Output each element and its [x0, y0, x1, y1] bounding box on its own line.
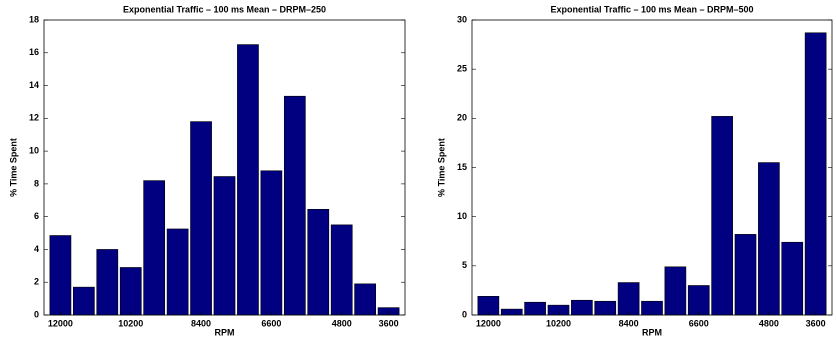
y-tick-label: 0: [462, 309, 467, 319]
chart-title: Exponential Traffic – 100 ms Mean – DRPM…: [550, 4, 753, 14]
bar: [687, 285, 710, 316]
x-tick-label: 4800: [332, 318, 352, 328]
bar: [781, 241, 804, 316]
y-tick-label: 8: [34, 178, 39, 188]
x-tick-label: 10200: [118, 318, 143, 328]
bar: [237, 44, 259, 316]
y-axis-label: % Time Spent: [436, 138, 446, 197]
bar: [758, 162, 780, 316]
chart-title: Exponential Traffic – 100 ms Mean – DRPM…: [123, 4, 326, 14]
bar: [166, 228, 189, 316]
x-tick-label: 8400: [191, 318, 211, 328]
bar: [119, 267, 142, 316]
y-tick-label: 5: [462, 260, 467, 270]
y-tick-label: 15: [457, 162, 467, 172]
bar: [190, 121, 212, 316]
bar: [96, 249, 119, 316]
bar: [143, 180, 166, 316]
bar: [213, 176, 236, 316]
bar: [571, 299, 593, 316]
y-tick-label: 12: [29, 113, 39, 123]
x-axis-label: RPM: [215, 327, 235, 337]
bar: [664, 266, 687, 316]
y-tick-label: 10: [457, 211, 467, 221]
y-tick-label: 14: [29, 80, 39, 90]
bar: [617, 282, 640, 316]
bar: [641, 300, 663, 316]
y-tick-label: 6: [34, 211, 39, 221]
y-tick-label: 10: [29, 145, 39, 155]
y-tick-label: 25: [457, 64, 467, 74]
bar: [734, 234, 757, 316]
y-axis-label: % Time Spent: [8, 138, 18, 197]
plot-frame: [43, 19, 406, 316]
y-tick-label: 16: [29, 47, 39, 57]
x-tick-label: 10200: [546, 318, 571, 328]
x-tick-label: 4800: [759, 318, 779, 328]
bar: [49, 235, 72, 316]
y-tick-label: 2: [34, 277, 39, 287]
bar: [283, 95, 306, 316]
bar: [524, 301, 546, 316]
bar: [330, 224, 353, 316]
x-tick-label: 3600: [806, 318, 826, 328]
x-tick-label: 8400: [619, 318, 639, 328]
bar: [500, 308, 523, 316]
x-tick-label: 12000: [48, 318, 73, 328]
bar: [594, 300, 617, 316]
y-tick-label: 18: [29, 14, 39, 24]
bar: [73, 286, 95, 316]
bar: [307, 208, 330, 316]
x-tick-label: 6600: [261, 318, 281, 328]
y-tick-label: 30: [457, 14, 467, 24]
x-axis-label: RPM: [642, 327, 662, 337]
y-tick-label: 0: [34, 309, 39, 319]
bar: [354, 283, 376, 316]
x-tick-label: 3600: [379, 318, 399, 328]
plot-frame: [471, 19, 833, 316]
bar: [711, 116, 733, 316]
x-tick-label: 6600: [689, 318, 709, 328]
x-tick-label: 12000: [476, 318, 501, 328]
y-tick-label: 4: [34, 244, 39, 254]
bar: [260, 170, 283, 316]
bar: [804, 32, 827, 316]
y-tick-label: 20: [457, 113, 467, 123]
